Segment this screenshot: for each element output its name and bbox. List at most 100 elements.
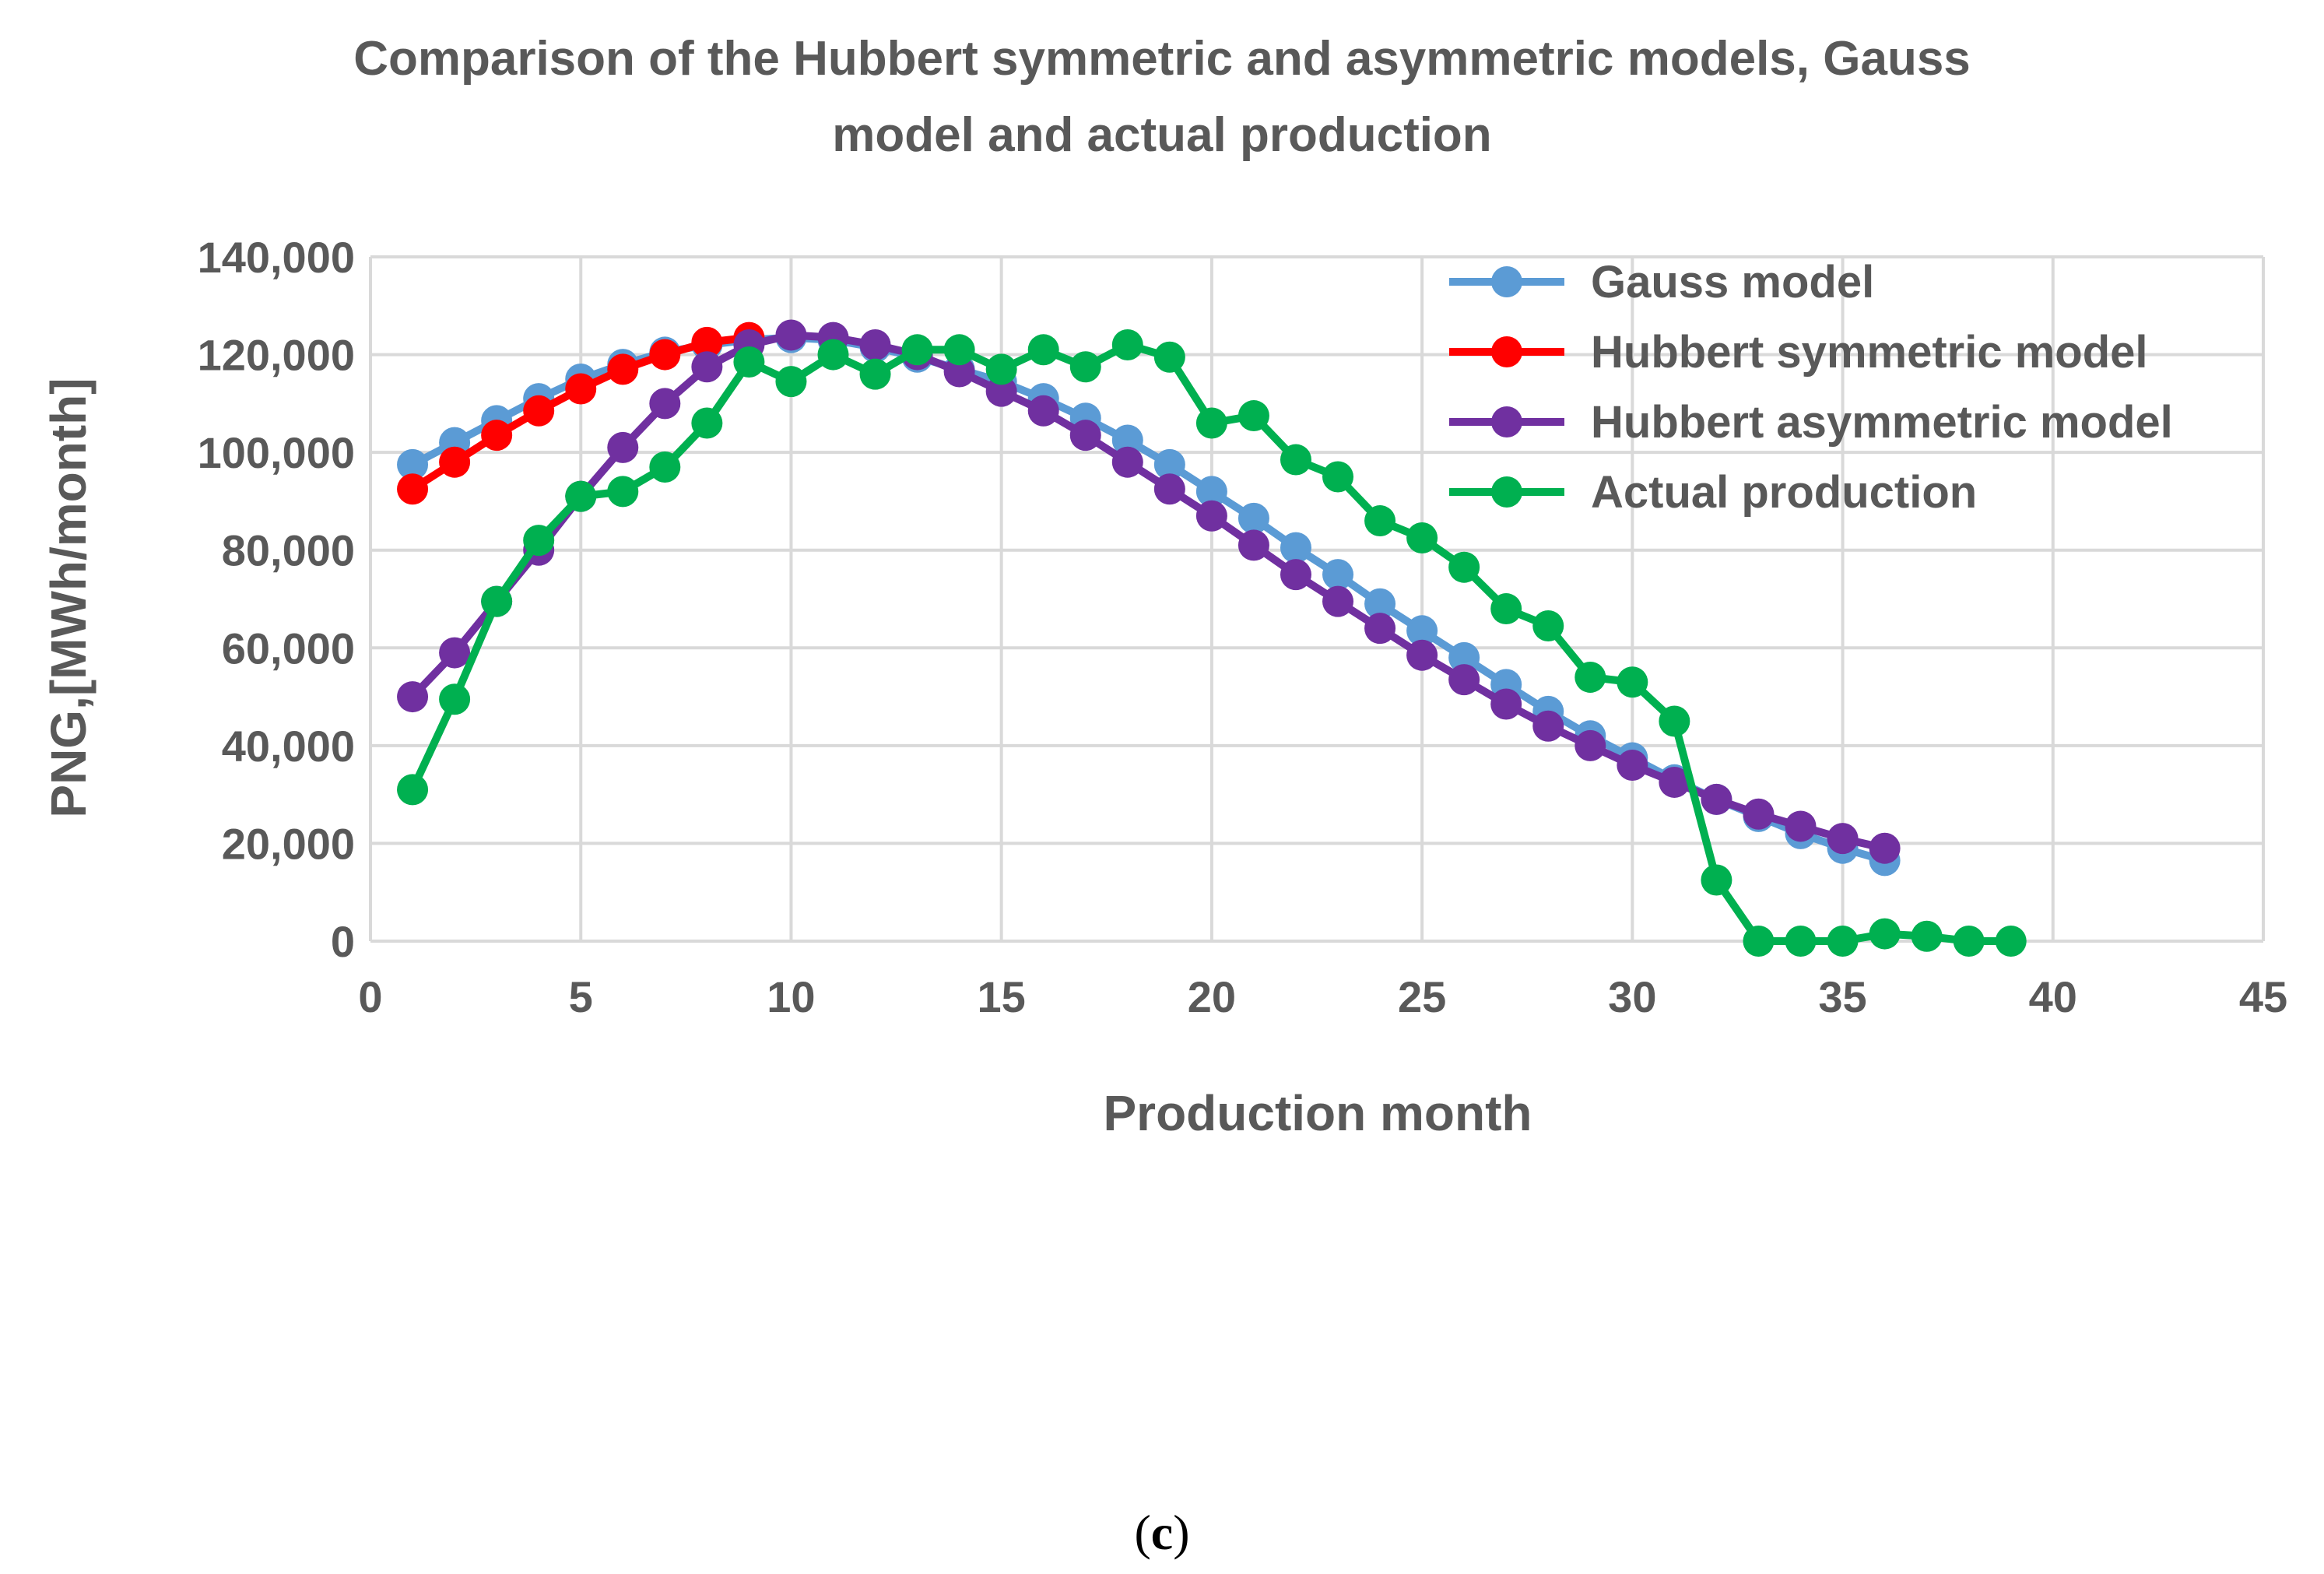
data-point-gauss-model xyxy=(1322,559,1354,591)
data-point-gauss-model xyxy=(1237,502,1269,534)
data-point-gauss-model xyxy=(1448,641,1480,673)
legend-item-hubbert-asymmetric-model: Hubbert asymmetric model xyxy=(1449,397,2173,448)
data-point-hubbert-asymmetric-model xyxy=(1406,639,1438,671)
data-point-hubbert-asymmetric-model xyxy=(1701,783,1732,815)
data-point-hubbert-asymmetric-model xyxy=(1617,749,1648,781)
data-point-actual-production xyxy=(1448,551,1480,583)
x-tick-label: 45 xyxy=(2239,972,2287,1021)
data-point-hubbert-asymmetric-model xyxy=(607,431,639,463)
legend-marker xyxy=(1491,476,1522,508)
chart-title: Comparison of the Hubbert symmetric and … xyxy=(353,32,1971,162)
y-tick-label: 80,000 xyxy=(222,526,355,575)
x-tick-label: 40 xyxy=(2029,972,2077,1021)
data-point-hubbert-asymmetric-model xyxy=(1111,446,1143,478)
data-point-actual-production xyxy=(1659,705,1690,737)
data-point-actual-production xyxy=(775,366,807,398)
legend-item-gauss-model: Gauss model xyxy=(1449,257,1874,307)
data-point-hubbert-asymmetric-model xyxy=(1448,664,1480,696)
legend-marker xyxy=(1491,406,1522,437)
legend-label: Gauss model xyxy=(1591,257,1874,307)
data-point-actual-production xyxy=(1490,593,1522,625)
data-point-hubbert-asymmetric-model xyxy=(1659,766,1690,798)
data-point-actual-production xyxy=(1364,505,1396,537)
data-point-actual-production xyxy=(1069,351,1101,383)
data-point-hubbert-asymmetric-model xyxy=(1280,559,1311,591)
x-tick-label: 20 xyxy=(1188,972,1236,1021)
legend-label: Hubbert asymmetric model xyxy=(1591,397,2173,448)
data-point-hubbert-asymmetric-model xyxy=(1322,585,1354,617)
data-point-hubbert-asymmetric-model xyxy=(439,637,471,669)
data-point-hubbert-asymmetric-model xyxy=(1574,729,1606,761)
x-tick-label: 0 xyxy=(358,972,382,1021)
data-point-actual-production xyxy=(1153,341,1185,373)
data-point-actual-production xyxy=(1743,926,1775,957)
data-point-gauss-model xyxy=(1406,615,1438,647)
data-point-hubbert-asymmetric-model xyxy=(691,351,723,383)
data-point-actual-production xyxy=(1953,926,1985,957)
data-point-hubbert-asymmetric-model xyxy=(985,375,1017,407)
y-axis-ticks: 0 20,000 40,000 60,000 80,000 100,000 120,000 1… xyxy=(198,233,355,966)
y-tick-label: 140,000 xyxy=(198,233,355,282)
data-point-gauss-model xyxy=(1364,588,1396,620)
data-point-hubbert-symmetric-model xyxy=(439,446,471,478)
data-point-actual-production xyxy=(1027,334,1059,366)
x-tick-label: 25 xyxy=(1398,972,1446,1021)
data-point-actual-production xyxy=(565,480,597,512)
y-tick-label: 100,000 xyxy=(198,428,355,477)
legend-item-actual-production: Actual production xyxy=(1449,467,1977,518)
data-point-gauss-model xyxy=(1195,476,1227,508)
plot-area xyxy=(397,319,2027,957)
caption-open: ( xyxy=(1134,1505,1150,1560)
data-point-actual-production xyxy=(691,407,723,439)
chart-title-line-1: Comparison of the Hubbert symmetric and … xyxy=(353,32,1971,86)
caption-close: ) xyxy=(1173,1505,1189,1560)
data-point-hubbert-symmetric-model xyxy=(481,420,513,451)
data-point-actual-production xyxy=(397,774,429,806)
data-point-hubbert-asymmetric-model xyxy=(1027,395,1059,427)
data-point-actual-production xyxy=(901,334,933,366)
x-tick-label: 35 xyxy=(1818,972,1866,1021)
x-axis-title: Production month xyxy=(1103,1085,1532,1141)
data-point-actual-production xyxy=(943,334,975,366)
legend: Gauss model Hubbert symmetric model Hubber… xyxy=(1449,257,2173,518)
data-point-hubbert-asymmetric-model xyxy=(1785,810,1817,842)
y-tick-label: 60,000 xyxy=(222,624,355,673)
data-point-actual-production xyxy=(1322,461,1354,493)
data-point-hubbert-symmetric-model xyxy=(397,473,429,505)
chart-title-line-2: model and actual production xyxy=(832,108,1491,162)
data-point-hubbert-asymmetric-model xyxy=(1364,613,1396,645)
data-point-actual-production xyxy=(1532,610,1564,642)
data-point-gauss-model xyxy=(1111,424,1143,456)
data-point-hubbert-asymmetric-model xyxy=(1869,832,1901,864)
data-point-hubbert-symmetric-model xyxy=(691,326,723,358)
legend-label: Actual production xyxy=(1591,467,1977,518)
y-tick-label: 0 xyxy=(331,917,355,966)
series-actual-production xyxy=(397,329,2027,957)
legend-item-hubbert-symmetric-model: Hubbert symmetric model xyxy=(1449,327,2148,378)
data-point-actual-production xyxy=(985,353,1017,385)
x-tick-label: 10 xyxy=(767,972,815,1021)
data-point-hubbert-asymmetric-model xyxy=(1153,473,1185,505)
data-point-actual-production xyxy=(733,346,765,378)
data-point-hubbert-symmetric-model xyxy=(523,395,555,427)
data-point-hubbert-asymmetric-model xyxy=(775,319,807,351)
y-tick-label: 120,000 xyxy=(198,331,355,380)
caption-letter: c xyxy=(1151,1505,1173,1560)
data-point-actual-production xyxy=(1111,329,1143,361)
data-point-actual-production xyxy=(481,585,513,617)
data-point-actual-production xyxy=(1237,400,1269,432)
data-point-gauss-model xyxy=(397,448,429,480)
data-point-actual-production xyxy=(1911,920,1943,952)
y-axis-title: PNG,[MWh/month] xyxy=(40,378,97,817)
data-point-hubbert-asymmetric-model xyxy=(1743,798,1775,830)
data-point-hubbert-symmetric-model xyxy=(607,353,639,385)
data-point-hubbert-asymmetric-model xyxy=(1532,710,1564,742)
data-point-gauss-model xyxy=(1153,448,1185,480)
data-point-hubbert-symmetric-model xyxy=(649,339,681,371)
data-point-actual-production xyxy=(1617,666,1648,698)
x-tick-label: 5 xyxy=(569,972,593,1021)
legend-marker xyxy=(1491,336,1522,367)
legend-label: Hubbert symmetric model xyxy=(1591,327,2148,378)
data-point-actual-production xyxy=(1701,864,1732,896)
data-point-actual-production xyxy=(439,683,471,715)
